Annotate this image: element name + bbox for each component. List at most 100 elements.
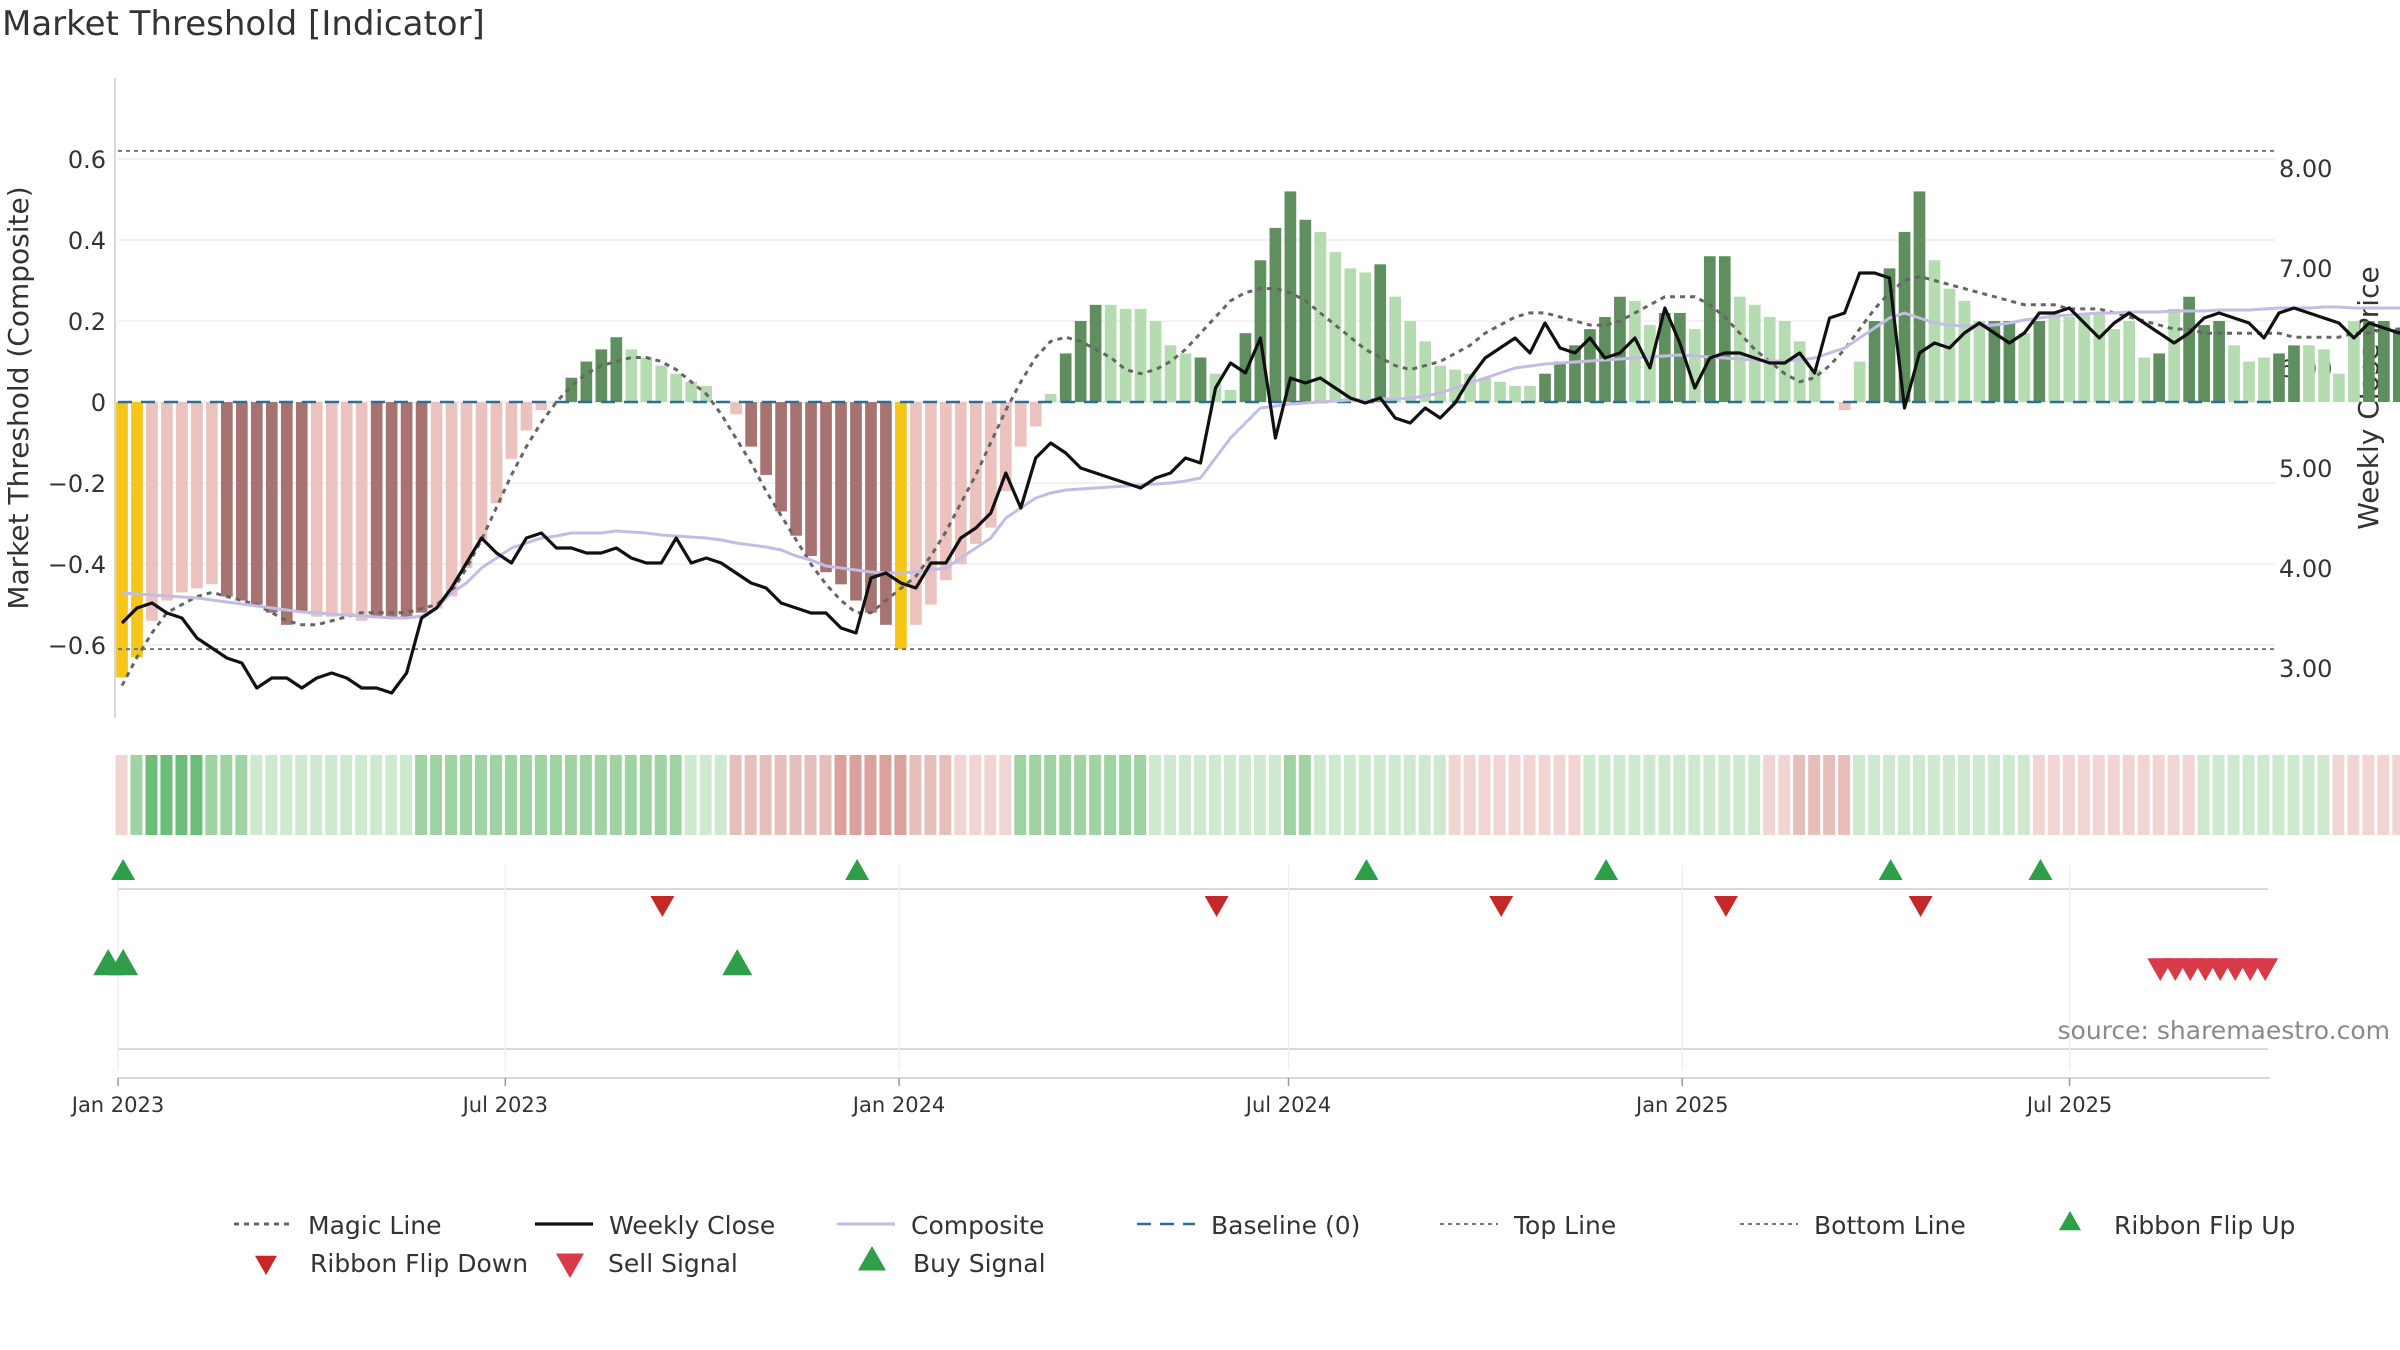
threshold-bar [161,402,173,601]
legend-swatch [255,1255,277,1275]
threshold-bar [805,402,817,556]
threshold-bar [2258,357,2270,403]
ribbon-cell [879,755,892,835]
bar-series [116,191,2400,678]
ribbon-cell [190,755,203,835]
ribbon-cell [2137,755,2150,835]
ribbon-cell [2377,755,2390,835]
threshold-bar [1029,402,1042,427]
threshold-bar [1629,300,1641,403]
threshold-bar [865,402,877,613]
ribbon-cell [385,755,398,835]
legend-swatch [2059,1211,2081,1231]
ribbon-cell [909,755,922,835]
threshold-bar [2392,329,2400,403]
legend-item-bottom: Bottom Line [1740,1211,1966,1240]
ribbon-cell [1748,755,1761,835]
ribbon-cell [1868,755,1881,835]
threshold-bar [1928,260,1941,403]
threshold-bar [1524,385,1536,403]
threshold-bar [1898,231,1911,403]
ribbon-cell [1328,755,1341,835]
threshold-bar [1464,373,1476,403]
ribbon-cell [789,755,802,835]
threshold-bar [206,402,218,585]
ribbon-cell [2347,755,2360,835]
threshold-bar [1119,308,1132,403]
threshold-bar [131,402,143,658]
ribbon-cell [639,755,652,835]
threshold-bar [910,402,922,625]
threshold-bar [2243,361,2255,403]
ribbon-cell [684,755,697,835]
ribbon-cell [564,755,577,835]
ribbon-cell [130,755,143,835]
threshold-bar [730,402,742,415]
ribbon-cell [1703,755,1716,835]
ribbon-cell [1823,755,1836,835]
threshold-bar [745,402,757,447]
ribbon-cell [2152,755,2165,835]
ribbon-cell [2062,755,2075,835]
threshold-bar [760,402,772,475]
threshold-bar [176,402,188,593]
ribbon-cell [1343,755,1356,835]
ribbon-cell [2362,755,2375,835]
ribbon-flip-down-marker [1204,896,1229,917]
threshold-bar [2108,329,2121,403]
threshold-bar [1179,353,1192,403]
threshold-bar [310,402,323,617]
ribbon-cell [265,755,278,835]
threshold-bar [1808,369,1821,403]
ribbon-cell [744,755,757,835]
threshold-bar [595,349,608,403]
threshold-bar [325,402,338,617]
threshold-bar [2168,308,2180,403]
threshold-bar [1149,321,1162,403]
legend-label: Buy Signal [913,1249,1046,1278]
legend-label: Ribbon Flip Up [2114,1211,2295,1240]
ribbon-cell [2002,755,2015,835]
ribbon-cell [624,755,637,835]
threshold-bar [1509,385,1521,403]
legend-item-magic: Magic Line [234,1211,442,1240]
ribbon-cell [549,755,562,835]
threshold-bar [835,402,847,585]
ribbon-cell [1463,755,1476,835]
threshold-bar [2093,312,2106,403]
threshold-bar [2183,296,2195,403]
ribbon-cell [729,755,742,835]
threshold-bar [490,402,503,504]
left-tick-label: 0.4 [68,227,106,255]
threshold-bar [340,402,353,617]
ribbon-cell [1957,755,1970,835]
threshold-bar [1344,268,1357,403]
ribbon-cell [1134,755,1147,835]
ribbon-cell [774,755,787,835]
threshold-bar [775,402,787,512]
threshold-bar [1239,333,1252,403]
ribbon-cell [939,755,952,835]
sell-signal-marker [2252,958,2279,981]
ribbon-cell [430,755,443,835]
threshold-bar [2288,345,2300,403]
ribbon-cell [1987,755,2000,835]
ribbon-cell [415,755,428,835]
ribbon-cell [340,755,353,835]
threshold-bar [116,402,128,678]
ribbon-cell [1568,755,1581,835]
threshold-bar [1554,361,1566,403]
threshold-bar [895,402,907,650]
ribbon-cell [160,755,173,835]
x-tick-label: Jul 2025 [2025,1093,2112,1117]
ribbon-cell [1119,755,1132,835]
ribbon-cell [1358,755,1371,835]
threshold-bar [1793,341,1806,403]
threshold-bar [1359,272,1372,403]
ribbon-cell [460,755,473,835]
threshold-bar [1449,369,1461,403]
ribbon-flip-down-marker [1489,896,1514,917]
x-tick-label: Jan 2023 [70,1093,165,1117]
legend-item-sell: Sell Signal [608,1249,738,1278]
weekly-close-line [120,271,2400,695]
